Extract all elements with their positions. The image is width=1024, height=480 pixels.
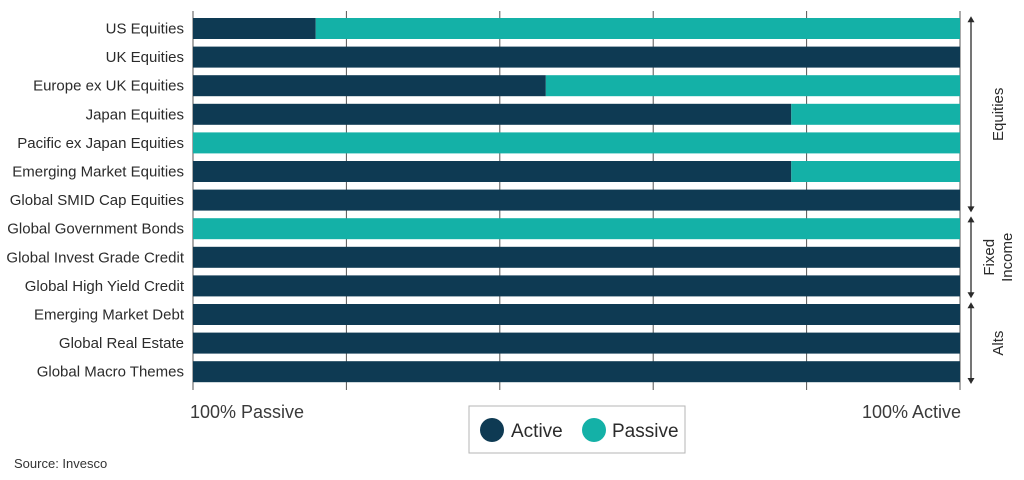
bar-passive xyxy=(791,161,960,182)
legend-swatch-active xyxy=(480,418,504,442)
category-label: Global SMID Cap Equities xyxy=(10,192,184,209)
bracket-arrow-up-icon xyxy=(967,16,975,23)
bracket-arrow-down-icon xyxy=(967,292,975,299)
bar-passive xyxy=(193,218,960,240)
legend-label-active: Active xyxy=(511,421,563,442)
bar-active xyxy=(193,103,792,125)
bar-active xyxy=(193,304,960,325)
group-brackets: Equities FixedIncome Alts xyxy=(967,16,1016,384)
bracket-arrow-up-icon xyxy=(967,216,975,223)
group-label: Alts xyxy=(990,331,1007,356)
bar-passive xyxy=(315,18,961,39)
category-label: Japan Equities xyxy=(86,106,184,123)
bracket-arrow-down-icon xyxy=(967,378,975,384)
bar-passive xyxy=(193,132,960,154)
axis-right-label: 100% Active xyxy=(862,402,961,422)
bar-active xyxy=(193,46,960,68)
legend-swatch-passive xyxy=(582,418,606,442)
legend-box xyxy=(468,405,686,454)
category-label: Global Macro Themes xyxy=(37,364,184,381)
bar-active xyxy=(193,189,960,211)
category-labels: US Equities UK Equities Europe ex UK Equit… xyxy=(6,21,184,381)
category-label: Emerging Market Equities xyxy=(12,164,184,181)
category-label: Global High Yield Credit xyxy=(25,278,185,295)
bar-active xyxy=(193,275,960,297)
axis-left-label: 100% Passive xyxy=(190,402,304,422)
bar-active xyxy=(193,75,546,97)
category-label: US Equities xyxy=(106,21,184,38)
group-label: FixedIncome xyxy=(981,233,1016,282)
bracket-arrow-down-icon xyxy=(967,206,975,213)
category-label: Europe ex UK Equities xyxy=(33,78,184,95)
bar-active xyxy=(193,18,316,39)
bar-active xyxy=(193,361,960,383)
category-label: Global Government Bonds xyxy=(7,221,184,238)
source-note: Source: Invesco xyxy=(14,456,108,471)
bar-active xyxy=(193,161,792,182)
category-label: Pacific ex Japan Equities xyxy=(17,135,184,152)
legend: Active Passive xyxy=(468,405,686,454)
bar-passive xyxy=(545,75,960,97)
legend-label-passive: Passive xyxy=(612,421,679,442)
bar-active xyxy=(193,246,960,268)
category-label: Global Real Estate xyxy=(59,335,184,352)
group-label: Equities xyxy=(990,88,1007,141)
category-label: UK Equities xyxy=(106,49,184,66)
bracket-arrow-up-icon xyxy=(967,302,975,309)
category-label: Emerging Market Debt xyxy=(34,307,185,324)
bars xyxy=(193,18,961,383)
category-label: Global Invest Grade Credit xyxy=(6,249,184,266)
bar-active xyxy=(193,332,960,354)
bar-passive xyxy=(791,103,960,125)
